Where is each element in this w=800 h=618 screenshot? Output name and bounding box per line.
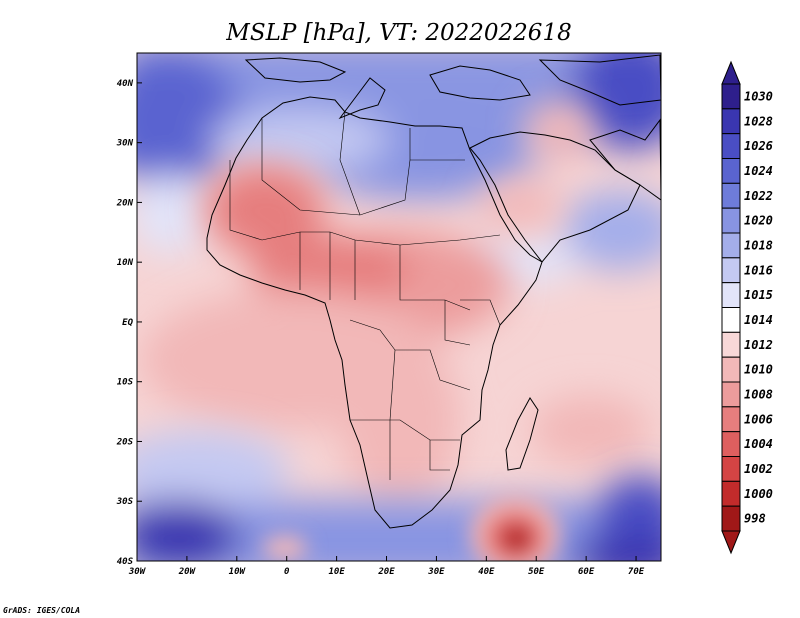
lat-tick-label: 30S bbox=[116, 497, 134, 507]
colorbar-swatch bbox=[721, 356, 741, 383]
lat-tick-label: 10S bbox=[117, 378, 134, 388]
colorbar-swatch bbox=[721, 83, 741, 110]
colorbar-swatch bbox=[721, 456, 741, 482]
colorbar-level-label: 1026 bbox=[744, 139, 773, 153]
colorbar-swatch bbox=[721, 257, 741, 284]
lat-tick-label: 20S bbox=[116, 437, 134, 447]
colorbar-level-label: 1028 bbox=[744, 114, 773, 128]
longitude-axis: 30W 20W 10W 0 10E 20E 30E 40E 50E 60E 70E bbox=[128, 556, 645, 577]
colorbar-swatch bbox=[721, 480, 741, 507]
colorbar-swatch bbox=[721, 406, 741, 433]
colorbar-level-label: 1012 bbox=[744, 338, 773, 352]
colorbar-level-label: 1014 bbox=[744, 313, 773, 327]
colorbar-level-label: 1018 bbox=[744, 238, 773, 252]
lon-tick-label: 20W bbox=[178, 567, 197, 577]
colorbar-level-label: 1020 bbox=[744, 214, 773, 228]
lat-tick-label: 10N bbox=[117, 258, 134, 268]
lon-tick-label: 50E bbox=[528, 567, 545, 577]
colorbar-swatch bbox=[721, 207, 741, 234]
colorbar-swatch bbox=[721, 282, 741, 308]
lon-tick-label: 10W bbox=[229, 567, 247, 577]
colorbar-level-label: 1022 bbox=[744, 189, 773, 203]
lon-tick-label: 20E bbox=[377, 567, 395, 577]
lat-tick-label: EQ bbox=[122, 318, 133, 328]
colorbar-swatch bbox=[721, 108, 741, 135]
colorbar-level-label: 1024 bbox=[744, 164, 773, 178]
map-title: MSLP [hPa], VT: 2022022618 bbox=[225, 20, 571, 46]
lon-tick-label: 0 bbox=[284, 567, 290, 577]
colorbar-level-label: 998 bbox=[744, 512, 766, 526]
colorbar-swatch bbox=[721, 431, 741, 457]
lat-tick-label: 20N bbox=[116, 198, 134, 208]
country-borders bbox=[229, 111, 501, 480]
colorbar-level-label: 1010 bbox=[744, 363, 773, 377]
colorbar-level-label: 1015 bbox=[744, 288, 773, 302]
colorbar-level-label: 1006 bbox=[744, 412, 773, 426]
colorbar-level-label: 1002 bbox=[744, 462, 773, 476]
colorbar-level-label: 1008 bbox=[744, 387, 773, 401]
lon-tick-label: 30E bbox=[427, 567, 445, 577]
colorbar-swatch bbox=[721, 133, 741, 160]
colorbar-level-label: 1016 bbox=[744, 263, 773, 277]
colorbar-max-arrow bbox=[721, 60, 741, 85]
africa-coastline bbox=[206, 54, 661, 529]
colorbar-swatch bbox=[721, 505, 741, 532]
grads-credit: GrADS: IGES/COLA bbox=[3, 606, 80, 615]
lat-tick-label: 30N bbox=[116, 139, 134, 149]
colorbar-swatch bbox=[721, 158, 741, 184]
colorbar-swatch bbox=[721, 307, 741, 333]
colorbar-swatch bbox=[721, 381, 741, 408]
lat-tick-label: 40S bbox=[117, 557, 134, 567]
lon-tick-label: 30W bbox=[128, 567, 147, 577]
colorbar-level-label: 1004 bbox=[744, 437, 773, 451]
lon-tick-label: 70E bbox=[628, 567, 645, 577]
latitude-axis: 40N 30N 20N 10N EQ 10S 20S 30S 40S bbox=[116, 79, 142, 567]
lon-tick-label: 40E bbox=[478, 567, 495, 577]
map-frame bbox=[136, 52, 662, 562]
lon-tick-label: 10E bbox=[328, 567, 345, 577]
lon-tick-label: 60E bbox=[578, 567, 595, 577]
colorbar-level-label: 1000 bbox=[744, 487, 773, 501]
pressure-field bbox=[137, 53, 661, 561]
lat-tick-label: 40N bbox=[117, 79, 134, 89]
colorbar-swatch bbox=[721, 331, 741, 358]
colorbar-min-arrow bbox=[721, 530, 741, 555]
colorbar-level-label: 1030 bbox=[744, 89, 773, 103]
colorbar-legend: 1030 1028 1026 1024 1022 1020 1018 1016 1015 1014… bbox=[721, 60, 773, 555]
colorbar-swatch bbox=[721, 182, 741, 209]
colorbar-swatch bbox=[721, 232, 741, 259]
